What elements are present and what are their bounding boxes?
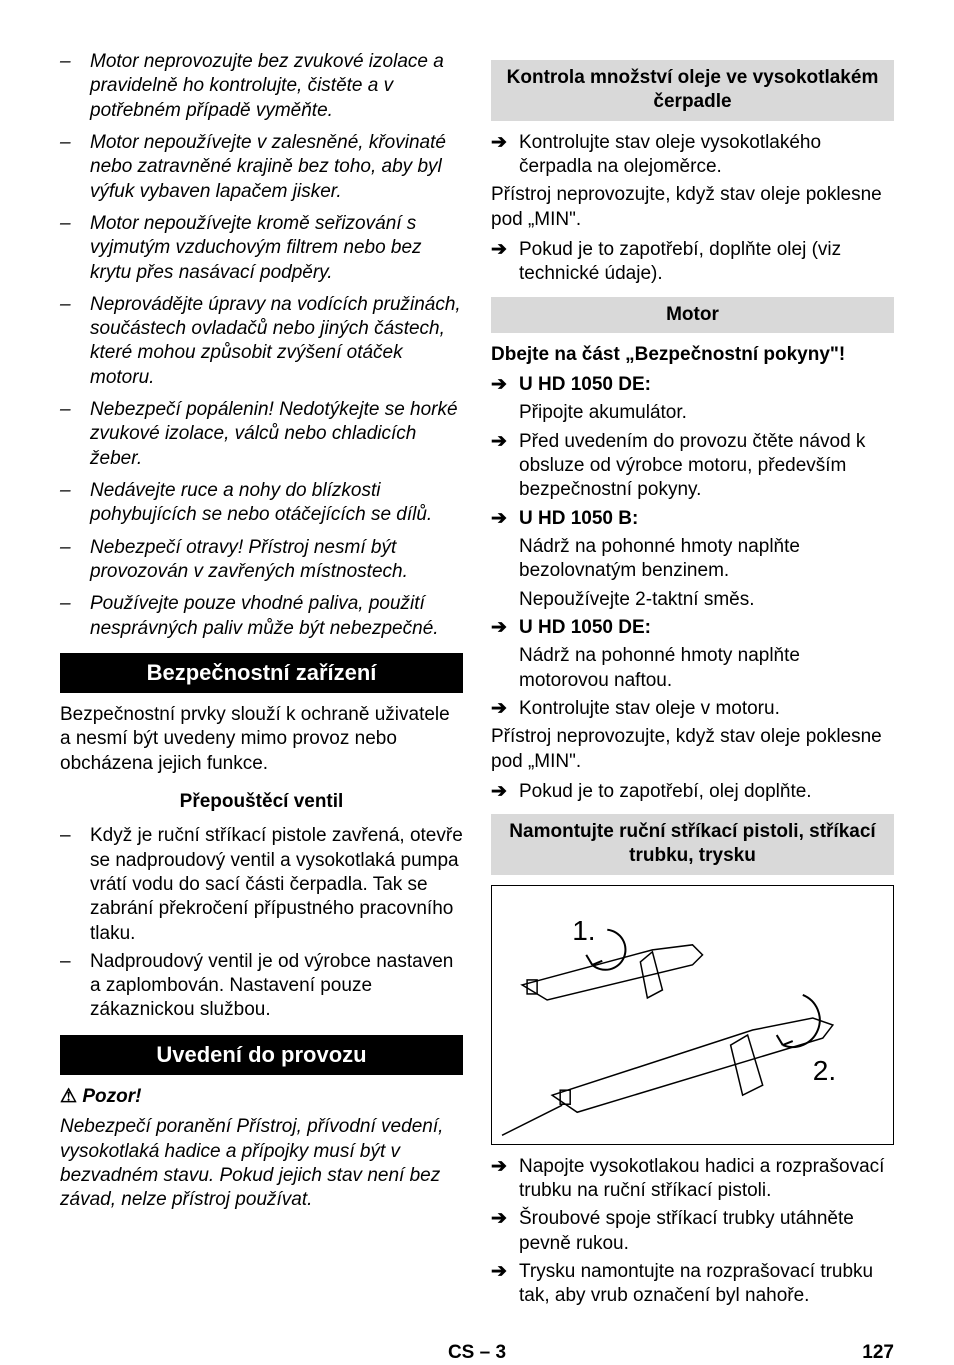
safety-paragraph: Bezpečnostní prvky slouží k ochraně uživ… [60, 703, 463, 776]
heading-safety-devices: Bezpečnostní zařízení [60, 653, 463, 693]
step-text: Kontrolujte stav oleje v motoru. [519, 697, 894, 721]
valve-text: Když je ruční stříkací pistole zavřená, … [90, 824, 463, 946]
step-text: Připojte akumulátor. [491, 401, 894, 425]
oil-steps: ➔Kontrolujte stav oleje vysokotlakého če… [491, 131, 894, 180]
bullet-text: Motor nepoužívejte v zalesněné, křovinat… [90, 131, 463, 204]
two-column-layout: –Motor neprovozujte bez zvukové izolace … [60, 50, 894, 1313]
list-item: –Nebezpečí otravy! Přístroj nesmí být pr… [60, 536, 463, 585]
arrow-icon: ➔ [491, 430, 519, 503]
list-item: –Nebezpečí popálenin! Nedotýkejte se hor… [60, 398, 463, 471]
list-item: ➔U HD 1050 DE: [491, 373, 894, 397]
motor-paragraph: Přístroj neprovozujte, když stav oleje p… [491, 725, 894, 774]
caution-label: Pozor! [60, 1085, 463, 1109]
bullet-text: Motor nepoužívejte kromě seřizování s vy… [90, 212, 463, 285]
arrow-icon: ➔ [491, 373, 519, 397]
arrow-icon: ➔ [491, 1155, 519, 1204]
arrow-icon: ➔ [491, 697, 519, 721]
list-item: ➔Pokud je to zapotřebí, doplňte olej (vi… [491, 238, 894, 287]
motor-steps: ➔U HD 1050 DE: [491, 373, 894, 397]
motor-steps: ➔Před uvedením do provozu čtěte návod k … [491, 430, 894, 531]
motor-steps: ➔Pokud je to zapotřebí, olej doplňte. [491, 780, 894, 804]
right-column: Kontrola množství oleje ve vysokotlakém … [491, 50, 894, 1313]
list-item: ➔Trysku namontujte na rozprašovací trubk… [491, 1260, 894, 1309]
assembly-figure: 1. 2. [491, 885, 894, 1145]
step-text: Kontrolujte stav oleje vysokotlakého čer… [519, 131, 894, 180]
model-label: U HD 1050 DE: [519, 373, 894, 397]
step-text: Pokud je to zapotřebí, olej doplňte. [519, 780, 894, 804]
footer-left [60, 1341, 120, 1365]
footer-lang: CS [448, 1342, 474, 1363]
list-item: ➔Kontrolujte stav oleje vysokotlakého če… [491, 131, 894, 180]
step-text: Napojte vysokotlakou hadici a rozprašova… [519, 1155, 894, 1204]
list-item: ➔Napojte vysokotlakou hadici a rozprašov… [491, 1155, 894, 1204]
motor-steps: ➔U HD 1050 DE: [491, 616, 894, 640]
figure-label-2: 2. [813, 1055, 836, 1086]
arrow-icon: ➔ [491, 1207, 519, 1256]
bullet-text: Neprovádějte úpravy na vodících pružinác… [90, 293, 463, 390]
heading-oil-check: Kontrola množství oleje ve vysokotlakém … [491, 60, 894, 121]
step-text: Před uvedením do provozu čtěte návod k o… [519, 430, 894, 503]
spray-gun-illustration: 1. 2. [492, 886, 893, 1144]
list-item: ➔Pokud je to zapotřebí, olej doplňte. [491, 780, 894, 804]
arrow-icon: ➔ [491, 780, 519, 804]
motor-steps: ➔Kontrolujte stav oleje v motoru. [491, 697, 894, 721]
list-item: ➔U HD 1050 B: [491, 507, 894, 531]
step-text: Pokud je to zapotřebí, doplňte olej (viz… [519, 238, 894, 287]
list-item: –Motor nepoužívejte v zalesněné, křovina… [60, 131, 463, 204]
model-label: U HD 1050 DE: [519, 616, 894, 640]
footer-lang-page: CS – 3 [120, 1341, 834, 1365]
step-text: Šroubové spoje stříkací trubky utáhněte … [519, 1207, 894, 1256]
list-item: ➔Šroubové spoje stříkací trubky utáhněte… [491, 1207, 894, 1256]
arrow-icon: ➔ [491, 1260, 519, 1309]
arrow-icon: ➔ [491, 507, 519, 531]
list-item: ➔U HD 1050 DE: [491, 616, 894, 640]
list-item: –Motor neprovozujte bez zvukové izolace … [60, 50, 463, 123]
step-text: Nepoužívejte 2-taktní směs. [491, 588, 894, 612]
bullet-text: Motor neprovozujte bez zvukové izolace a… [90, 50, 463, 123]
oil-steps-2: ➔Pokud je to zapotřebí, doplňte olej (vi… [491, 238, 894, 287]
valve-list: –Když je ruční stříkací pistole zavřená,… [60, 824, 463, 1023]
step-text: Trysku namontujte na rozprašovací trubku… [519, 1260, 894, 1309]
step-text: Nádrž na pohonné hmoty naplňte bezolovna… [491, 535, 894, 584]
oil-paragraph: Přístroj neprovozujte, když stav oleje p… [491, 183, 894, 232]
list-item: –Když je ruční stříkací pistole zavřená,… [60, 824, 463, 946]
heading-overflow-valve: Přepouštěcí ventil [60, 790, 463, 814]
list-item: –Nedávejte ruce a nohy do blízkosti pohy… [60, 479, 463, 528]
step-text: Nádrž na pohonné hmoty naplňte motorovou… [491, 644, 894, 693]
list-item: –Používejte pouze vhodné paliva, použití… [60, 592, 463, 641]
heading-motor: Motor [491, 297, 894, 333]
model-label: U HD 1050 B: [519, 507, 894, 531]
arrow-icon: ➔ [491, 238, 519, 287]
list-item: –Neprovádějte úpravy na vodících pružiná… [60, 293, 463, 390]
caution-paragraph: Nebezpečí poranění Přístroj, přívodní ve… [60, 1115, 463, 1212]
footer-local-page: – 3 [480, 1342, 506, 1363]
footer-page-number: 127 [834, 1341, 894, 1365]
list-item: ➔Před uvedením do provozu čtěte návod k … [491, 430, 894, 503]
bullet-text: Nebezpečí popálenin! Nedotýkejte se hork… [90, 398, 463, 471]
list-item: –Nadproudový ventil je od výrobce nastav… [60, 950, 463, 1023]
heading-commissioning: Uvedení do provozu [60, 1035, 463, 1075]
motor-warning: Dbejte na část „Bezpečnostní pokyny"! [491, 343, 894, 367]
figure-label-1: 1. [572, 915, 595, 946]
list-item: –Motor nepoužívejte kromě seřizování s v… [60, 212, 463, 285]
heading-mount-gun: Namontujte ruční stříkací pistoli, střík… [491, 814, 894, 875]
page-footer: CS – 3 127 [60, 1341, 894, 1365]
left-column: –Motor neprovozujte bez zvukové izolace … [60, 50, 463, 1313]
valve-text: Nadproudový ventil je od výrobce nastave… [90, 950, 463, 1023]
bullet-text: Používejte pouze vhodné paliva, použití … [90, 592, 463, 641]
arrow-icon: ➔ [491, 616, 519, 640]
bullet-text: Nebezpečí otravy! Přístroj nesmí být pro… [90, 536, 463, 585]
safety-bullets: –Motor neprovozujte bez zvukové izolace … [60, 50, 463, 641]
list-item: ➔Kontrolujte stav oleje v motoru. [491, 697, 894, 721]
gun-steps: ➔Napojte vysokotlakou hadici a rozprašov… [491, 1155, 894, 1309]
bullet-text: Nedávejte ruce a nohy do blízkosti pohyb… [90, 479, 463, 528]
arrow-icon: ➔ [491, 131, 519, 180]
